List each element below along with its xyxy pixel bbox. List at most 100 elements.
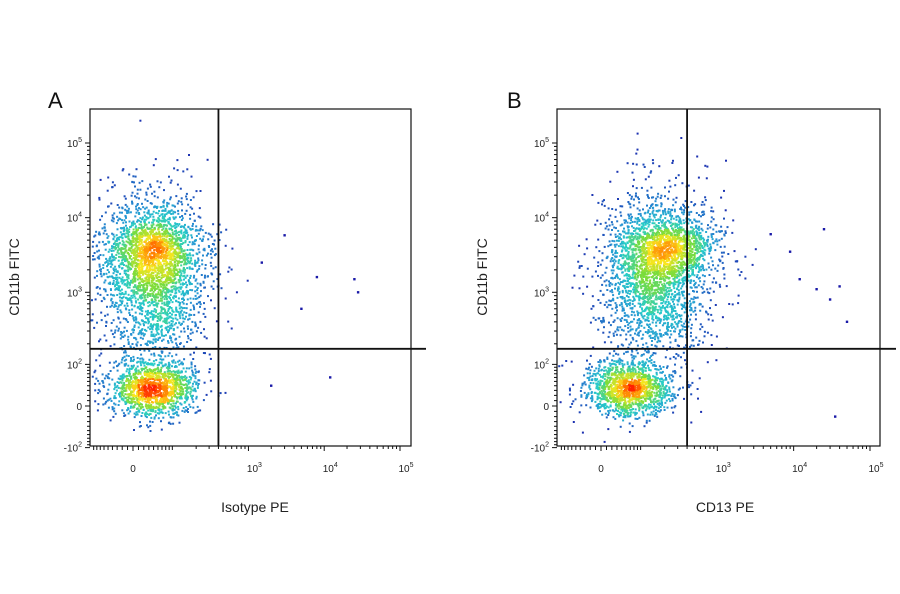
panel-a-event-dot: [147, 394, 150, 397]
panel-a-event-dot: [197, 326, 200, 329]
panel-a-event-dot: [189, 289, 192, 291]
panel-a-outlier-dot: [315, 275, 319, 279]
panel-a-event-dot: [154, 262, 157, 265]
panel-a-event-dot: [126, 368, 129, 371]
panel-b-event-dot: [672, 274, 675, 277]
panel-a-event-dot: [189, 308, 192, 311]
panel-a-event-dot: [119, 263, 122, 266]
panel-a-event-dot: [172, 242, 175, 244]
panel-a-event-dot: [127, 207, 130, 210]
panel-a-event-dot: [121, 240, 124, 243]
panel-a-event-dot: [168, 218, 171, 221]
panel-a-event-dot: [139, 247, 142, 250]
panel-a-event-dot: [126, 273, 129, 276]
panel-a-event-dot: [124, 351, 127, 354]
panel-a-event-dot: [117, 364, 120, 367]
panel-a-event-dot: [173, 377, 176, 380]
panel-a-event-dot: [191, 225, 194, 227]
panel-a-event-dot: [103, 334, 106, 337]
panel-a-event-dot: [189, 381, 192, 384]
panel-a-event-dot: [128, 401, 131, 404]
panel-a-event-dot: [190, 328, 193, 331]
panel-a-event-dot: [145, 261, 148, 264]
panel-b-event-dot: [674, 340, 677, 342]
panel-a-event-dot: [115, 288, 118, 290]
panel-a-event-dot: [133, 249, 136, 252]
panel-b-event-dot: [690, 309, 693, 312]
panel-a-event-dot: [111, 406, 114, 409]
panel-b-event-dot: [600, 321, 603, 324]
panel-a-event-dot: [147, 340, 150, 343]
panel-b-event-dot: [589, 354, 592, 357]
panel-a-event-dot: [175, 232, 178, 235]
panel-a-event-dot: [161, 213, 164, 216]
panel-a-event-dot: [148, 389, 151, 391]
panel-a-event-dot: [117, 305, 120, 308]
panel-a-event-dot: [106, 269, 109, 271]
panel-a-event-dot: [139, 275, 142, 278]
panel-a-event-dot: [193, 351, 195, 354]
panel-a-event-dot: [146, 282, 149, 285]
panel-a-event-dot: [210, 285, 213, 288]
panel-a-event-dot: [155, 324, 158, 327]
panel-a-event-dot: [115, 280, 118, 283]
panel-b-event-dot: [689, 384, 692, 387]
panel-a-event-dot: [132, 235, 135, 238]
panel-a-event-dot: [162, 283, 165, 285]
panel-a-event-dot: [176, 376, 179, 379]
panel-a-event-dot: [166, 234, 169, 237]
panel-a-event-dot: [163, 209, 166, 212]
panel-a-event-dot: [166, 393, 169, 395]
panel-a-event-dot: [172, 285, 175, 288]
panel-a-event-dot: [156, 412, 159, 415]
panel-b-event-dot: [639, 302, 641, 305]
panel-a-event-dot: [131, 200, 133, 203]
panel-a-event-dot: [115, 234, 118, 237]
panel-a-event-dot: [163, 189, 165, 192]
panel-a-event-dot: [184, 212, 187, 215]
panel-a-event-dot: [199, 284, 202, 287]
panel-a-event-dot: [162, 254, 165, 257]
panel-a-event-dot: [139, 372, 142, 375]
panel-a-y-tick-label: 103: [67, 286, 82, 299]
panel-a-event-dot: [120, 293, 123, 295]
panel-a-event-dot: [202, 352, 205, 354]
panel-a-event-dot: [155, 326, 158, 328]
panel-a-event-dot: [171, 360, 174, 363]
panel-a-event-dot: [164, 213, 166, 216]
panel-a-event-dot: [172, 272, 175, 275]
panel-a-event-dot: [138, 274, 141, 277]
panel-a-event-dot: [176, 260, 179, 263]
panel-b-event-dot: [679, 335, 682, 338]
panel-a-event-dot: [148, 293, 151, 296]
panel-a-event-dot: [116, 270, 119, 273]
panel-a-event-dot: [168, 321, 171, 324]
panel-b-event-dot: [573, 274, 576, 277]
panel-a-event-dot: [131, 263, 134, 266]
panel-a-event-dot: [115, 276, 118, 279]
panel-a-event-dot: [173, 287, 176, 290]
panel-a-event-dot: [156, 323, 159, 326]
panel-a-event-dot: [174, 405, 177, 408]
panel-a-event-dot: [134, 237, 137, 240]
panel-a-event-dot: [173, 408, 176, 411]
panel-a-event-dot: [153, 240, 156, 243]
panel-a-event-dot: [140, 353, 143, 356]
panel-a-event-dot: [147, 245, 150, 248]
panel-a-event-dot: [156, 251, 159, 254]
panel-a-event-dot: [121, 262, 124, 264]
panel-a-event-dot: [139, 307, 142, 310]
panel-a-event-dot: [202, 254, 204, 257]
panel-a-event-dot: [93, 252, 96, 254]
panel-b-event-dot: [706, 361, 709, 364]
panel-a-event-dot: [149, 246, 152, 249]
panel-a-event-dot: [159, 244, 162, 247]
panel-a-event-dot: [113, 336, 116, 339]
panel-a-event-dot: [144, 405, 147, 408]
panel-b-event-dot: [616, 265, 619, 268]
panel-a-event-dot: [124, 283, 127, 286]
panel-a-event-dot: [164, 224, 167, 227]
panel-a-event-dot: [174, 285, 177, 288]
panel-b-event-dot: [637, 291, 640, 293]
panel-a-event-dot: [93, 258, 96, 261]
